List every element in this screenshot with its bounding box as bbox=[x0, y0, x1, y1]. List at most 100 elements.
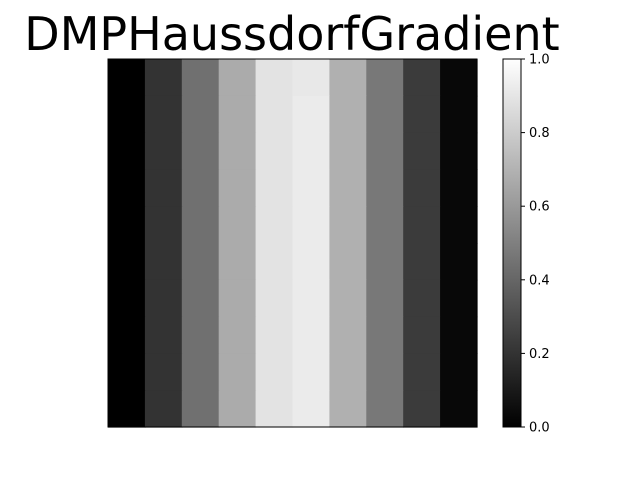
heatmap-cell bbox=[255, 169, 294, 207]
heatmap-cell bbox=[218, 132, 257, 170]
heatmap-cell bbox=[181, 132, 220, 170]
heatmap-cell bbox=[255, 132, 294, 170]
heatmap-cell bbox=[292, 390, 330, 428]
heatmap-cell bbox=[403, 132, 441, 170]
heatmap-cell bbox=[440, 390, 478, 428]
colorbar bbox=[502, 58, 522, 428]
heatmap-cell bbox=[403, 95, 441, 134]
heatmap-cell bbox=[292, 59, 330, 97]
heatmap-cell bbox=[329, 353, 367, 391]
heatmap-cell bbox=[366, 279, 404, 318]
heatmap-cell bbox=[218, 206, 257, 244]
heatmap-cell bbox=[181, 243, 220, 281]
heatmap-cell bbox=[218, 279, 257, 318]
heatmap-cell bbox=[440, 132, 478, 170]
heatmap-cell bbox=[403, 390, 441, 428]
heatmap-cell bbox=[218, 169, 257, 207]
heatmap-cell bbox=[144, 59, 183, 97]
heatmap-cell bbox=[218, 316, 257, 354]
colorbar-tick-label: 0.0 bbox=[529, 421, 550, 436]
chart-title: DMPHaussdorfGradient bbox=[24, 7, 560, 61]
heatmap-cell bbox=[329, 169, 367, 207]
heatmap-cell bbox=[403, 169, 441, 207]
heatmap-cell bbox=[255, 390, 294, 428]
heatmap-cell bbox=[292, 279, 330, 318]
heatmap-cell bbox=[181, 316, 220, 354]
heatmap-cell bbox=[144, 353, 183, 391]
colorbar-ticks: 0.0 0.2 0.4 0.6 0.8 1.0 bbox=[521, 53, 550, 436]
heatmap-cell bbox=[181, 59, 220, 97]
heatmap-cell bbox=[403, 206, 441, 244]
heatmap-cell bbox=[108, 243, 146, 281]
heatmap-cell bbox=[329, 243, 367, 281]
plot-frame bbox=[107, 58, 478, 428]
heatmap-cell bbox=[144, 390, 183, 428]
heatmap-cell bbox=[440, 353, 478, 391]
heatmap-cell bbox=[292, 353, 330, 391]
heatmap-cell bbox=[440, 59, 478, 97]
heatmap-cell bbox=[366, 169, 404, 207]
heatmap-cell bbox=[329, 59, 367, 97]
heatmap-cell bbox=[255, 243, 294, 281]
heatmap-cell bbox=[366, 243, 404, 281]
heatmap-cell bbox=[144, 169, 183, 207]
heatmap-cell bbox=[218, 59, 257, 97]
heatmap-cell bbox=[144, 243, 183, 281]
heatmap-cell bbox=[255, 279, 294, 318]
heatmap-cell bbox=[181, 353, 220, 391]
heatmap-cell bbox=[255, 59, 294, 97]
heatmap-cell bbox=[108, 279, 146, 318]
heatmap-cell bbox=[218, 95, 257, 134]
heatmap-cell bbox=[144, 279, 183, 318]
heatmap-cell bbox=[440, 243, 478, 281]
heatmap-cell bbox=[181, 279, 220, 318]
heatmap-cell bbox=[440, 169, 478, 207]
heatmap-cell bbox=[292, 132, 330, 170]
heatmap-cell bbox=[329, 316, 367, 354]
heatmap-cells bbox=[108, 59, 478, 428]
heatmap-cell bbox=[144, 95, 183, 134]
heatmap-cell bbox=[144, 316, 183, 354]
heatmap-cell bbox=[366, 316, 404, 354]
heatmap-cell bbox=[440, 95, 478, 134]
heatmap-cell bbox=[255, 353, 294, 391]
heatmap-cell bbox=[292, 243, 330, 281]
heatmap-cell bbox=[403, 279, 441, 318]
heatmap-cell bbox=[108, 316, 146, 354]
heatmap-cell bbox=[108, 390, 146, 428]
heatmap-cell bbox=[440, 206, 478, 244]
heatmap-cell bbox=[403, 316, 441, 354]
heatmap-cell bbox=[181, 206, 220, 244]
heatmap-cell bbox=[292, 316, 330, 354]
colorbar-tick-label: 0.2 bbox=[529, 347, 550, 362]
heatmap-cell bbox=[440, 316, 478, 354]
heatmap-cell bbox=[292, 206, 330, 244]
heatmap-cell bbox=[292, 95, 330, 134]
colorbar-tick-label: 0.4 bbox=[529, 273, 550, 288]
heatmap-cell bbox=[329, 206, 367, 244]
heatmap-cell bbox=[255, 95, 294, 134]
colorbar-tick-label: 0.8 bbox=[529, 126, 550, 141]
heatmap-cell bbox=[366, 206, 404, 244]
heatmap-cell bbox=[366, 353, 404, 391]
heatmap-cell bbox=[403, 243, 441, 281]
heatmap-cell bbox=[403, 353, 441, 391]
heatmap-cell bbox=[108, 353, 146, 391]
heatmap-cell bbox=[329, 132, 367, 170]
heatmap-cell bbox=[218, 353, 257, 391]
heatmap-cell bbox=[440, 279, 478, 318]
heatmap-cell bbox=[329, 390, 367, 428]
heatmap-cell bbox=[108, 59, 146, 97]
heatmap-cell bbox=[144, 206, 183, 244]
heatmap-cell bbox=[329, 95, 367, 134]
heatmap-cell bbox=[218, 243, 257, 281]
heatmap-cell bbox=[366, 132, 404, 170]
heatmap-cell bbox=[181, 390, 220, 428]
heatmap-cell bbox=[181, 95, 220, 134]
heatmap-cell bbox=[181, 169, 220, 207]
heatmap-cell bbox=[218, 390, 257, 428]
heatmap-cell bbox=[366, 95, 404, 134]
heatmap-cell bbox=[366, 390, 404, 428]
heatmap-cell bbox=[108, 206, 146, 244]
